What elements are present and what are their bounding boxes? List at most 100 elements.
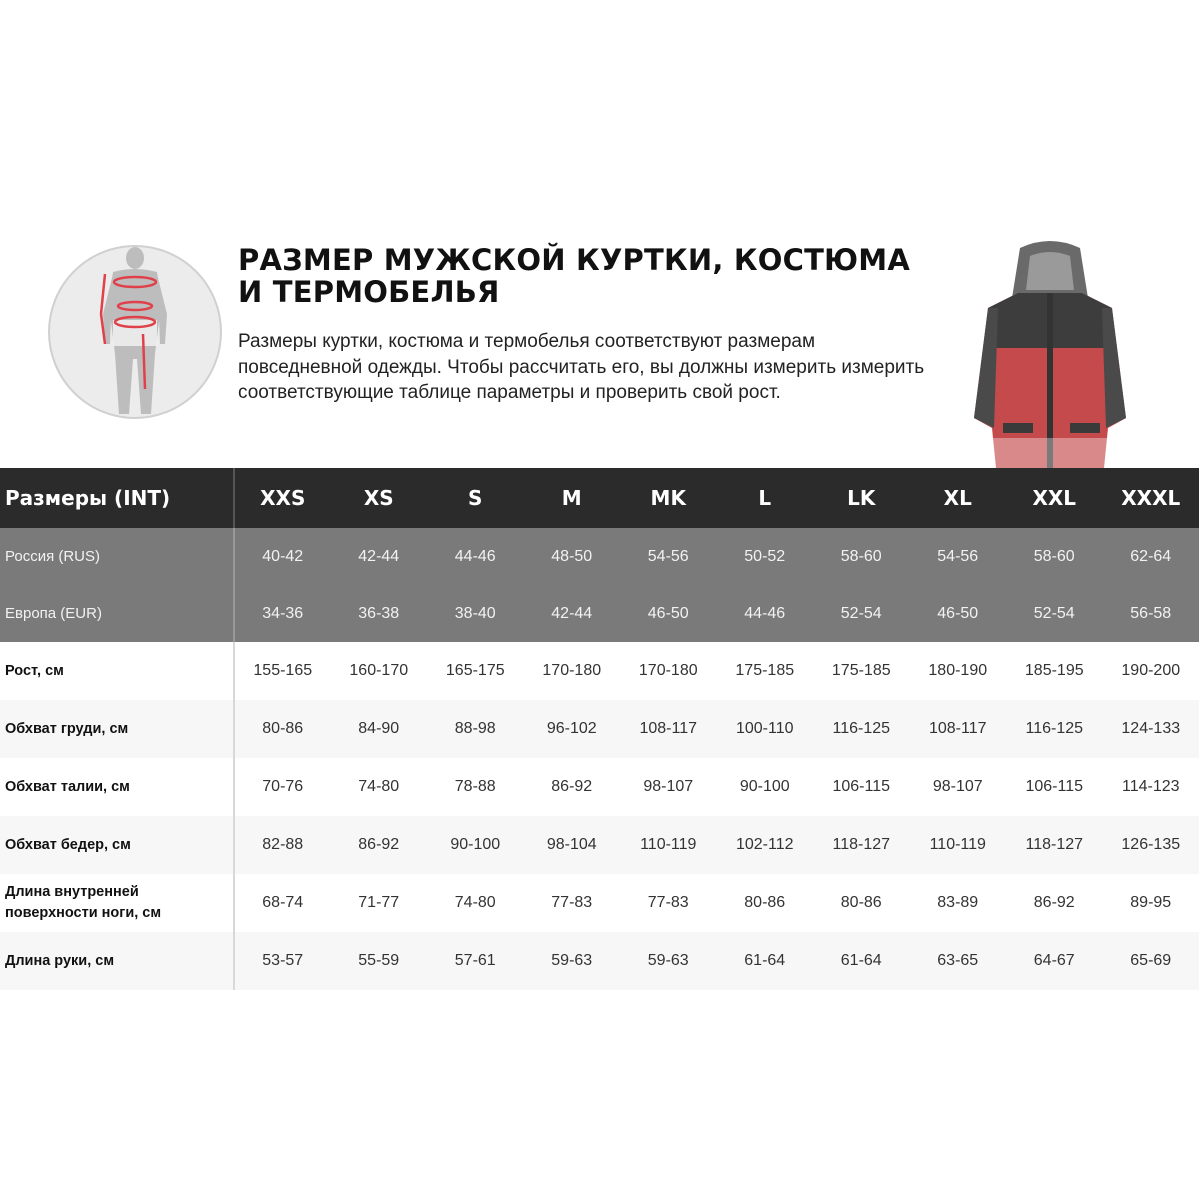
table-cell: 57-61 [427, 932, 524, 990]
size-header-l: L [716, 468, 813, 528]
table-cell: 62-64 [1102, 528, 1199, 585]
table-cell: 55-59 [330, 932, 427, 990]
size-table: Размеры (INT) XXS XS S M MK L LK XL XXL XXXL Росс… [0, 468, 1200, 990]
table-cell: 110-119 [620, 816, 717, 874]
size-header-s: S [427, 468, 524, 528]
table-cell: 180-190 [909, 642, 1006, 700]
table-row: Обхват груди, см 80-86 84-90 88-98 96-102 108… [0, 700, 1199, 758]
table-cell: 77-83 [523, 874, 620, 932]
table-cell: 40-42 [234, 528, 331, 585]
table-cell: 114-123 [1102, 758, 1199, 816]
table-cell: 170-180 [620, 642, 717, 700]
size-header-xs: XS [330, 468, 427, 528]
table-cell: 36-38 [330, 585, 427, 642]
table-cell: 61-64 [716, 932, 813, 990]
table-cell: 108-117 [620, 700, 717, 758]
row-label: Россия (RUS) [0, 528, 235, 585]
table-cell: 102-112 [716, 816, 813, 874]
table-cell: 170-180 [523, 642, 620, 700]
table-cell: 89-95 [1102, 874, 1199, 932]
table-cell: 98-107 [909, 758, 1006, 816]
table-cell: 108-117 [909, 700, 1006, 758]
table-cell: 54-56 [620, 528, 717, 585]
table-row: Длина внутренней поверхности ноги, см 68-… [0, 874, 1199, 932]
jacket-product-image [958, 241, 1142, 468]
table-cell: 71-77 [330, 874, 427, 932]
table-cell: 38-40 [427, 585, 524, 642]
table-cell: 59-63 [523, 932, 620, 990]
table-cell: 54-56 [909, 528, 1006, 585]
table-cell: 61-64 [813, 932, 910, 990]
table-cell: 83-89 [909, 874, 1006, 932]
table-row: Обхват бедер, см 82-88 86-92 90-100 98-104 11… [0, 816, 1199, 874]
table-header-row: Размеры (INT) XXS XS S M MK L LK XL XXL XXXL [0, 468, 1199, 528]
table-cell: 175-185 [813, 642, 910, 700]
table-cell: 58-60 [1006, 528, 1103, 585]
size-header-xl: XL [909, 468, 1006, 528]
row-label: Обхват талии, см [0, 758, 235, 816]
table-cell: 118-127 [1006, 816, 1103, 874]
table-cell: 126-135 [1102, 816, 1199, 874]
table-cell: 44-46 [716, 585, 813, 642]
table-cell: 175-185 [716, 642, 813, 700]
table-cell: 52-54 [1006, 585, 1103, 642]
table-cell: 52-54 [813, 585, 910, 642]
page-title: РАЗМЕР МУЖСКОЙ КУРТКИ, КОСТЮМА И ТЕРМОБЕ… [238, 243, 910, 309]
table-cell: 86-92 [523, 758, 620, 816]
table-cell: 53-57 [234, 932, 331, 990]
table-cell: 86-92 [1006, 874, 1103, 932]
table-cell: 160-170 [330, 642, 427, 700]
size-header-lk: LK [813, 468, 910, 528]
table-cell: 106-115 [813, 758, 910, 816]
table-cell: 77-83 [620, 874, 717, 932]
table-cell: 90-100 [716, 758, 813, 816]
table-cell: 96-102 [523, 700, 620, 758]
table-row: Обхват талии, см 70-76 74-80 78-88 86-92 98-1… [0, 758, 1199, 816]
table-cell: 58-60 [813, 528, 910, 585]
description: Размеры куртки, костюма и термобелья соо… [238, 331, 925, 403]
table-cell: 86-92 [330, 816, 427, 874]
row-label: Европа (EUR) [0, 585, 235, 642]
table-row: Европа (EUR) 34-36 36-38 38-40 42-44 46-50 44-… [0, 585, 1199, 642]
table-cell: 46-50 [909, 585, 1006, 642]
table-cell: 84-90 [330, 700, 427, 758]
table-cell: 78-88 [427, 758, 524, 816]
table-cell: 50-52 [716, 528, 813, 585]
table-cell: 68-74 [234, 874, 331, 932]
table-row: Рост, см 155-165 160-170 165-175 170-180 170-… [0, 642, 1199, 700]
table-cell: 82-88 [234, 816, 331, 874]
table-row: Россия (RUS) 40-42 42-44 44-46 48-50 54-56 50-… [0, 528, 1199, 585]
table-cell: 59-63 [620, 932, 717, 990]
table-cell: 116-125 [813, 700, 910, 758]
table-cell: 124-133 [1102, 700, 1199, 758]
header-label: Размеры (INT) [0, 468, 235, 528]
table-cell: 44-46 [427, 528, 524, 585]
table-cell: 34-36 [234, 585, 331, 642]
body-measurement-figure [48, 245, 222, 419]
table-row: Длина руки, см 53-57 55-59 57-61 59-63 59-63 6… [0, 932, 1199, 990]
table-cell: 74-80 [427, 874, 524, 932]
size-header-xxs: XXS [234, 468, 331, 528]
table-cell: 56-58 [1102, 585, 1199, 642]
table-cell: 42-44 [330, 528, 427, 585]
row-label: Обхват бедер, см [0, 816, 235, 874]
table-cell: 100-110 [716, 700, 813, 758]
table-cell: 88-98 [427, 700, 524, 758]
table-cell: 165-175 [427, 642, 524, 700]
table-cell: 63-65 [909, 932, 1006, 990]
table-cell: 98-104 [523, 816, 620, 874]
table-cell: 64-67 [1006, 932, 1103, 990]
table-cell: 46-50 [620, 585, 717, 642]
table-cell: 80-86 [813, 874, 910, 932]
table-cell: 185-195 [1006, 642, 1103, 700]
row-label: Длина руки, см [0, 932, 235, 990]
row-label: Длина внутренней поверхности ноги, см [0, 874, 235, 932]
table-cell: 106-115 [1006, 758, 1103, 816]
table-cell: 116-125 [1006, 700, 1103, 758]
table-cell: 42-44 [523, 585, 620, 642]
table-cell: 110-119 [909, 816, 1006, 874]
table-cell: 80-86 [716, 874, 813, 932]
row-label: Рост, см [0, 642, 235, 700]
table-cell: 118-127 [813, 816, 910, 874]
row-label: Обхват груди, см [0, 700, 235, 758]
